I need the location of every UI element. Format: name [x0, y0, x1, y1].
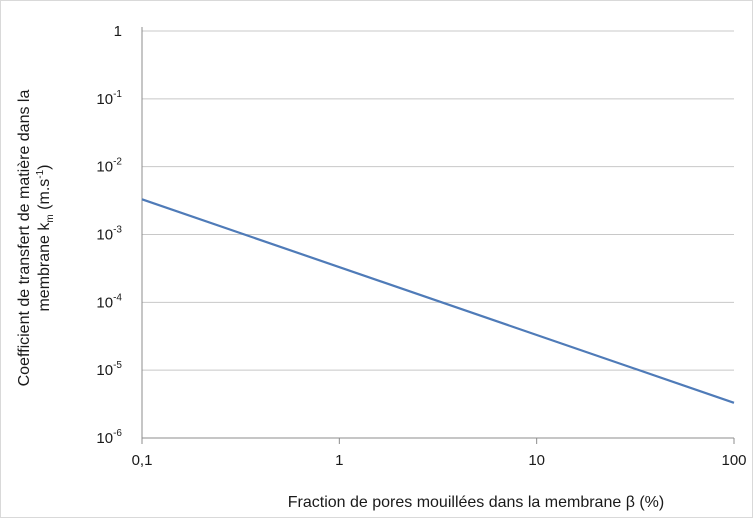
x-axis-title: Fraction de pores mouillées dans la memb… [288, 494, 664, 511]
series-line [141, 198, 735, 404]
y-tick-label: 10-1 [96, 89, 122, 108]
y-tick-label: 10-6 [96, 428, 122, 447]
y-tick-labels: 1 10-1 10-2 10-3 10-4 10-5 10-6 [96, 23, 122, 447]
x-tick-label: 100 [721, 452, 746, 469]
x-tick-labels: 0,1 1 10 100 [132, 452, 747, 469]
y-tick-label: 10-5 [96, 360, 122, 379]
y-tick-label: 10-2 [96, 157, 122, 176]
y-tick-label: 10-3 [96, 225, 122, 244]
y-axis-title-unit-suffix: ) [36, 164, 53, 169]
y-axis-title-line1: Coefficient de transfert de matière dans… [16, 90, 33, 387]
axes [141, 27, 735, 444]
series-layer [141, 198, 735, 404]
x-tick-label: 1 [335, 452, 343, 469]
y-axis-title-line2-prefix: membrane k [36, 222, 53, 312]
y-axis-title-unit-sup: -1 [35, 169, 46, 178]
svg-text:membrane km (m.s-1): membrane km (m.s-1) [35, 164, 56, 311]
grid-lines [142, 30, 734, 371]
svg-text:Coefficient de transfert de ma: Coefficient de transfert de matière dans… [16, 90, 33, 387]
x-tick-label: 0,1 [132, 452, 153, 469]
y-axis-title-subscript: m [45, 214, 56, 222]
y-tick-label: 1 [114, 23, 122, 40]
y-axis-title-unit-prefix: (m.s [36, 179, 53, 215]
y-tick-label: 10-4 [96, 292, 122, 311]
x-tick-label: 10 [528, 452, 545, 469]
y-axis-title: Coefficient de transfert de matière dans… [16, 90, 56, 387]
